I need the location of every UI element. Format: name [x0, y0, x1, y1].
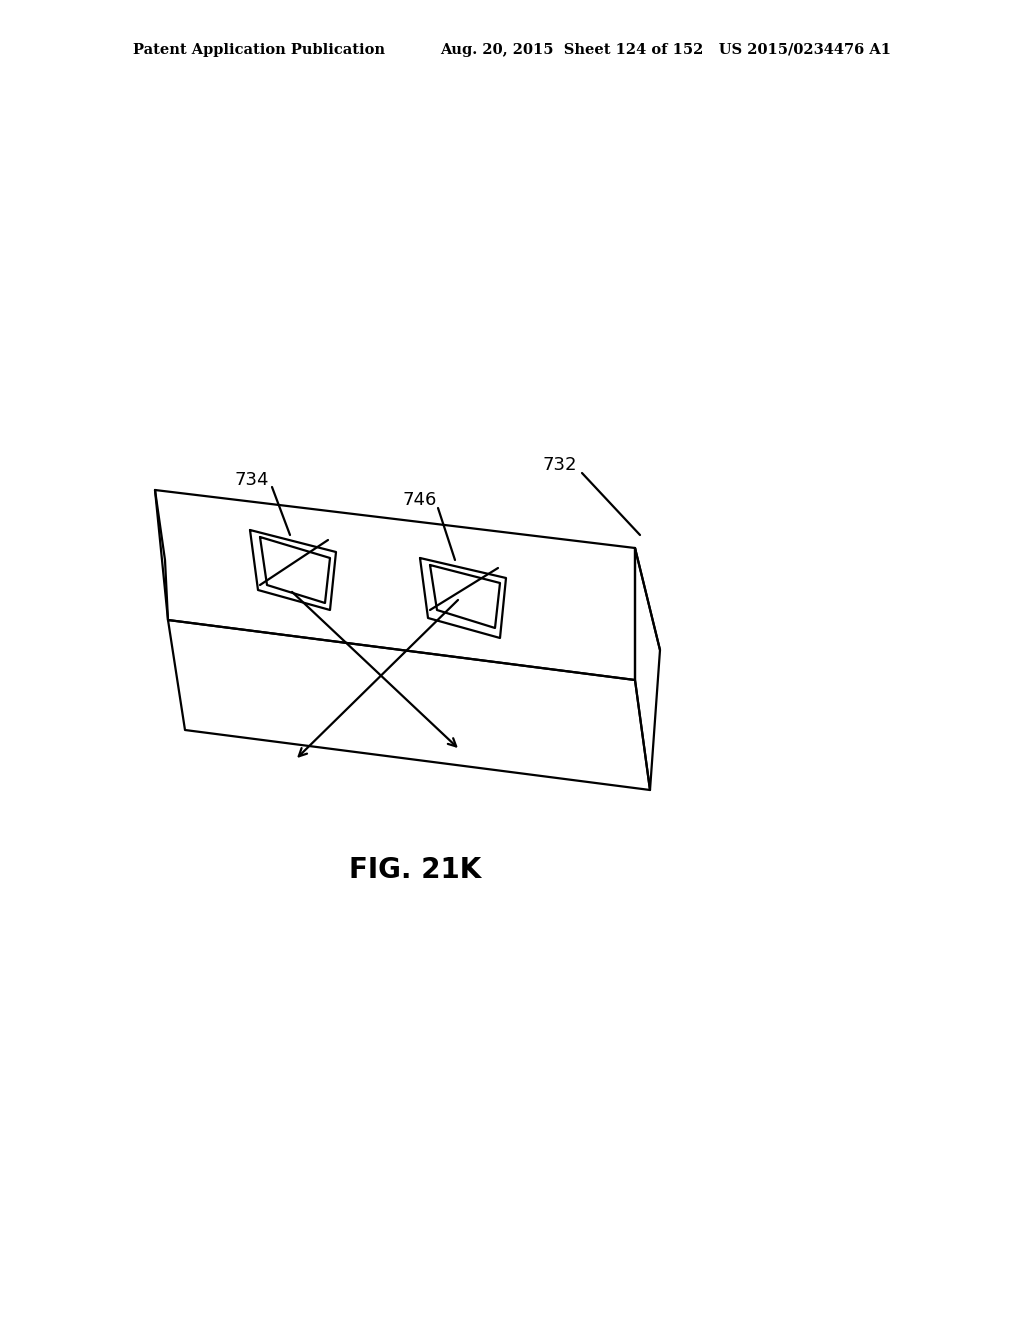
Text: Aug. 20, 2015  Sheet 124 of 152   US 2015/0234476 A1: Aug. 20, 2015 Sheet 124 of 152 US 2015/0…: [440, 44, 891, 57]
Text: Patent Application Publication: Patent Application Publication: [133, 44, 385, 57]
Text: 732: 732: [543, 455, 578, 474]
Text: 746: 746: [402, 491, 437, 510]
Text: 734: 734: [234, 471, 269, 488]
Text: FIG. 21K: FIG. 21K: [349, 855, 481, 884]
